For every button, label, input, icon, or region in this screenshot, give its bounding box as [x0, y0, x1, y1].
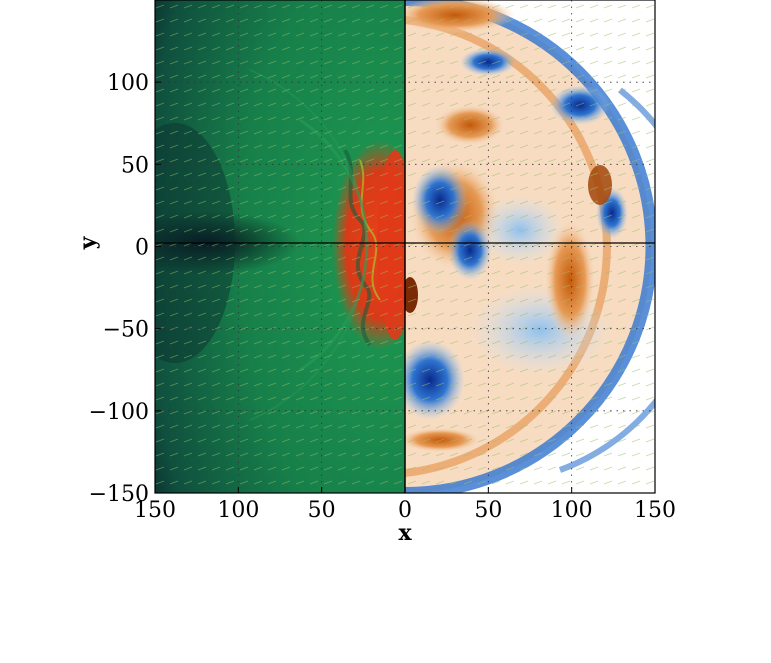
- y-tick-label: 50: [121, 153, 149, 178]
- x-tick-label: 0: [398, 498, 412, 523]
- y-tick-label: 100: [107, 71, 149, 96]
- x-axis-label: x: [398, 520, 412, 546]
- y-tick-label: 0: [135, 236, 149, 261]
- x-tick-label: 150: [634, 498, 676, 523]
- x-tick-label: 50: [474, 498, 502, 523]
- x-tick-label: 150: [134, 498, 176, 523]
- right-panel-heatmap: [405, 0, 655, 493]
- y-axis-label: y: [75, 235, 101, 250]
- x-tick-label: 100: [551, 498, 593, 523]
- x-tick-label: 50: [308, 498, 336, 523]
- y-tick-label: −150: [89, 482, 149, 507]
- x-tick-label: 100: [217, 498, 259, 523]
- y-tick-label: −100: [89, 400, 149, 425]
- y-tick-label: −50: [103, 318, 149, 343]
- x-axis-ticks: 150 100 50 0 50 100 150: [134, 487, 676, 523]
- y-axis-ticks: 100 50 0 −50 −100 −150: [89, 71, 161, 507]
